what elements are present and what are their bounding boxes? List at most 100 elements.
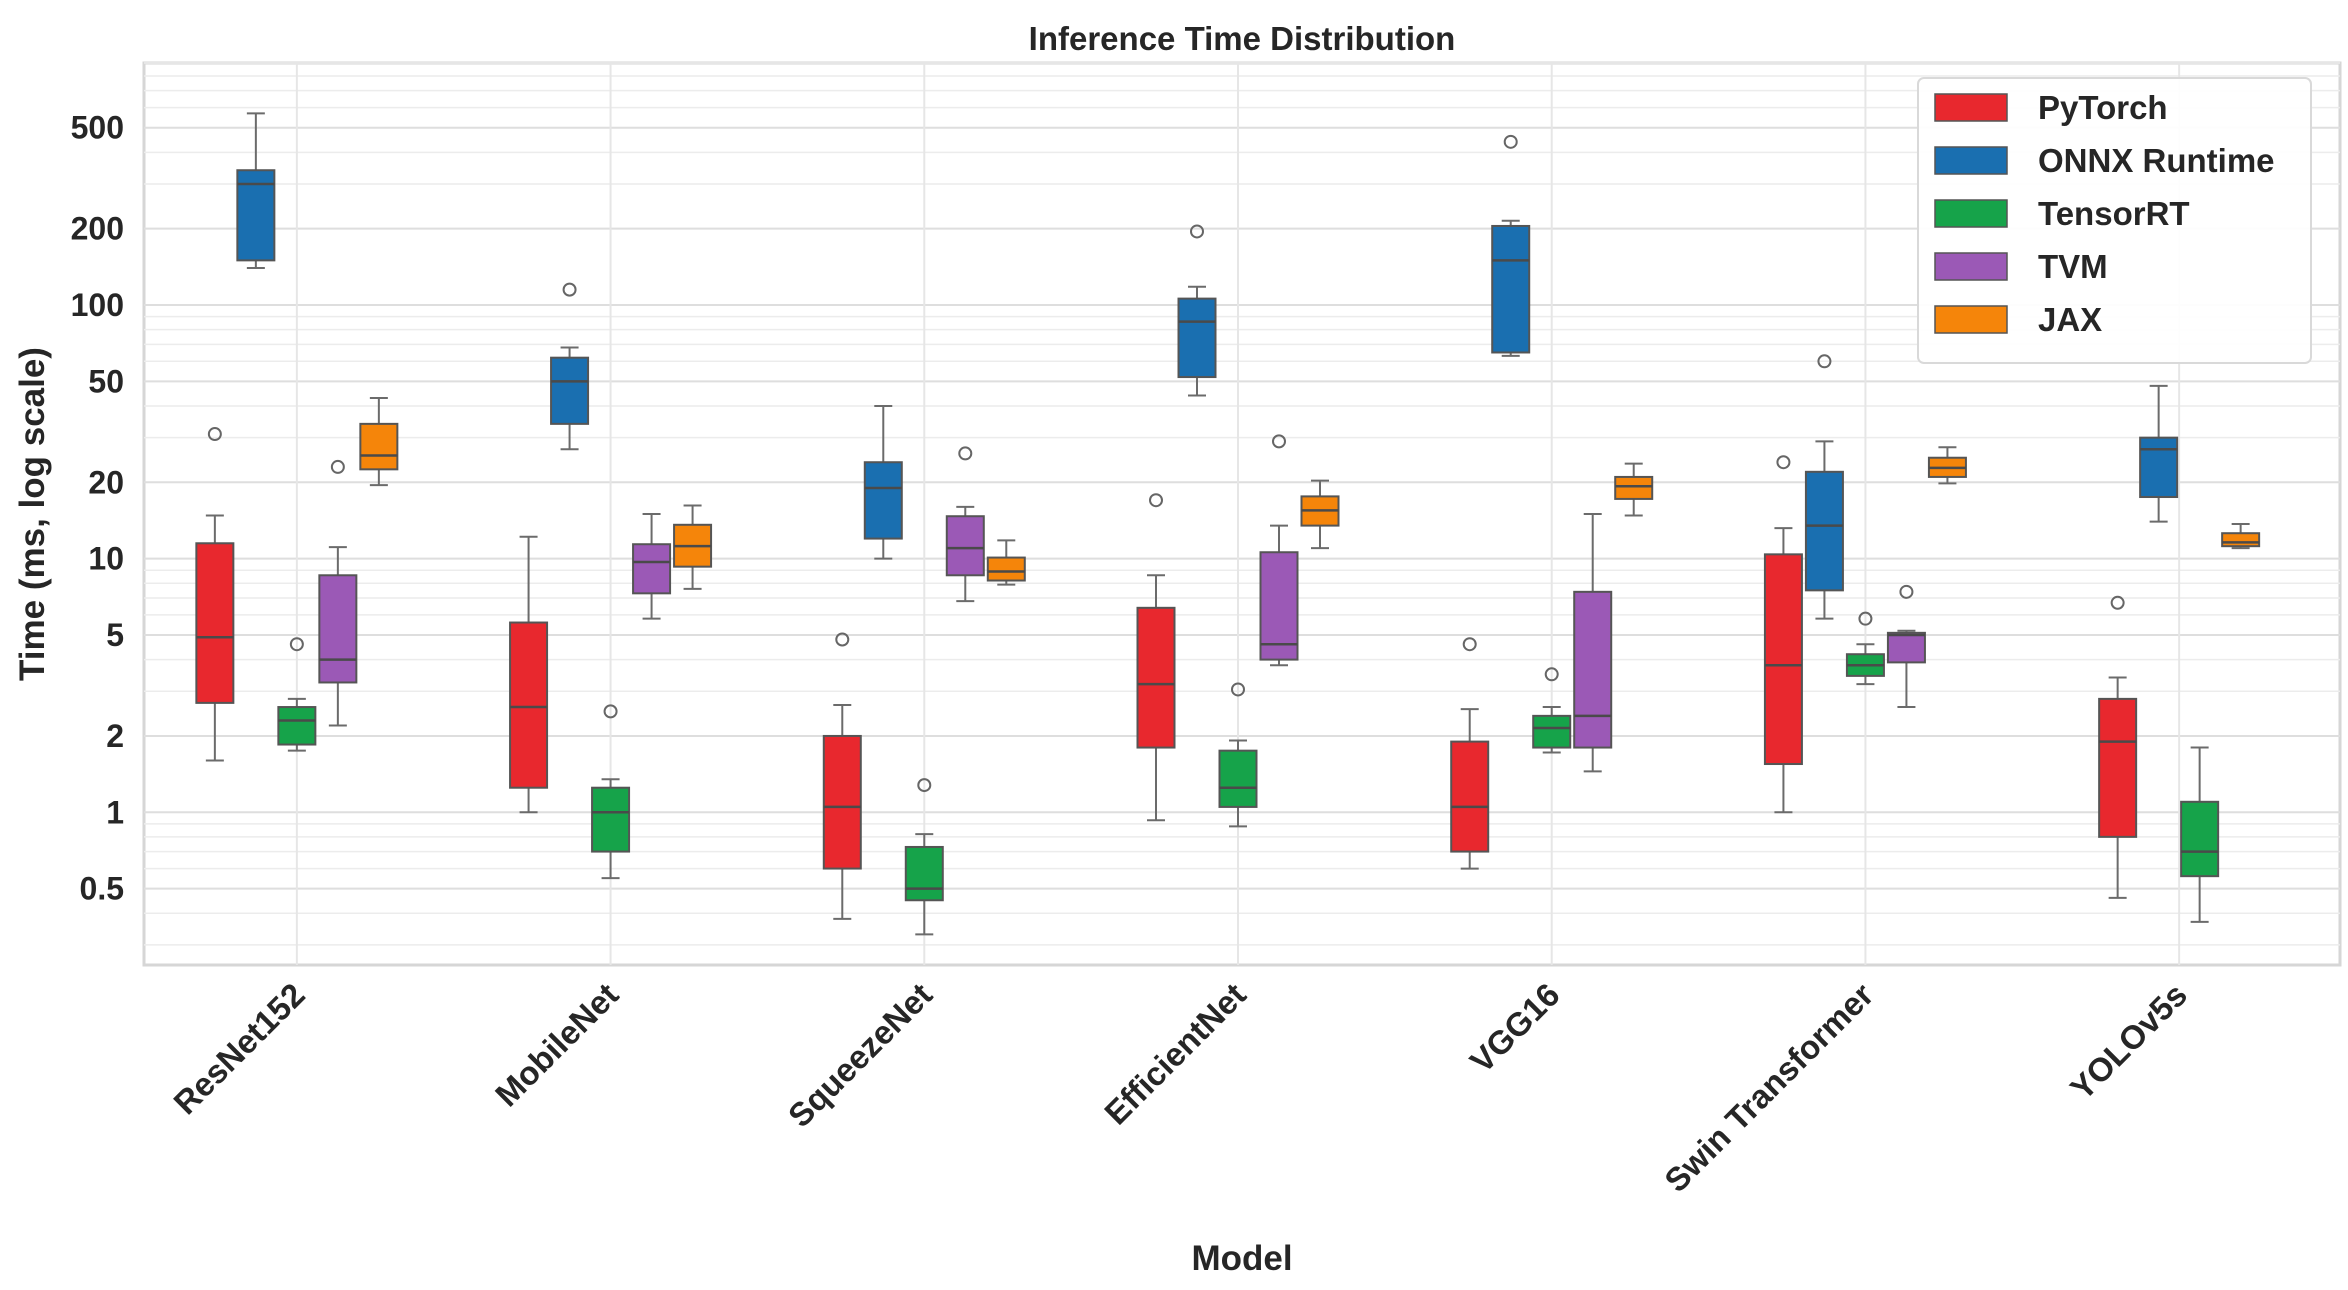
- box-tensorrt: [904, 778, 944, 936]
- iqr-box: [1136, 606, 1176, 749]
- legend-label: TVM: [2038, 248, 2108, 285]
- box-jax: [673, 504, 713, 590]
- grid-lines: [144, 62, 2340, 965]
- box-pytorch: [1763, 455, 1803, 814]
- y-tick-label: 20: [88, 464, 124, 500]
- y-axis-label: Time (ms, log scale): [13, 347, 52, 681]
- box-onnx-runtime: [550, 282, 590, 451]
- y-tick-label: 2: [106, 718, 124, 754]
- box-onnx-runtime: [2139, 384, 2179, 523]
- iqr-box: [1886, 631, 1926, 664]
- box-jax: [2221, 522, 2261, 550]
- outlier-point: [1776, 455, 1791, 470]
- outlier-point: [603, 704, 618, 719]
- x-axis-label: Model: [1191, 1239, 1292, 1278]
- outlier-point: [835, 632, 850, 647]
- legend-label: TensorRT: [2038, 195, 2190, 232]
- outlier-point: [1190, 224, 1204, 239]
- legend-box: [1917, 77, 2312, 364]
- iqr-box: [277, 706, 317, 746]
- box-onnx-runtime: [1491, 134, 1531, 357]
- iqr-box: [1177, 297, 1217, 379]
- iqr-box: [2098, 697, 2138, 838]
- category-group-mobilenet: [509, 282, 713, 880]
- iqr-box: [904, 845, 944, 902]
- iqr-box: [2180, 800, 2220, 878]
- iqr-box: [2139, 436, 2179, 499]
- legend-swatch-onnx-runtime: [1934, 146, 2008, 175]
- y-tick-label: 50: [88, 363, 124, 399]
- legend: PyTorch ONNX Runtime TensorRT TVM JAX: [1917, 77, 2312, 364]
- box-tvm: [1886, 584, 1926, 709]
- iqr-box: [591, 786, 631, 853]
- outlier-point: [289, 637, 304, 652]
- y-tick-label: 500: [71, 110, 124, 146]
- box-tensorrt: [277, 637, 317, 752]
- box-jax: [359, 396, 399, 487]
- outlier-point: [330, 459, 345, 474]
- iqr-box: [1218, 749, 1258, 808]
- iqr-box: [632, 543, 672, 595]
- box-tensorrt: [2180, 746, 2220, 923]
- category-group-swin-transformer: [1763, 354, 1967, 814]
- iqr-box: [986, 556, 1026, 582]
- iqr-box: [1763, 553, 1803, 766]
- box-tensorrt: [591, 704, 631, 880]
- box-jax: [986, 539, 1026, 586]
- box-pytorch: [1136, 493, 1176, 822]
- box-tvm: [945, 446, 985, 603]
- box-tensorrt: [1218, 682, 1258, 828]
- box-onnx-runtime: [236, 112, 276, 269]
- iqr-box: [1573, 590, 1613, 749]
- box-pytorch: [195, 427, 235, 762]
- iqr-box: [863, 461, 903, 540]
- outlier-point: [1817, 354, 1832, 369]
- box-tvm: [632, 513, 672, 620]
- y-tick-label: 0.5: [80, 871, 124, 907]
- legend-swatch-tvm: [1934, 252, 2008, 281]
- box-tensorrt: [1532, 667, 1572, 754]
- iqr-box: [195, 542, 235, 704]
- outlier-point: [207, 427, 222, 442]
- box-jax: [1927, 446, 1967, 485]
- box-tvm: [318, 459, 358, 727]
- box-tvm: [1573, 513, 1613, 773]
- box-tvm: [1259, 434, 1299, 667]
- legend-swatch-jax: [1934, 305, 2008, 334]
- outlier-point: [2110, 595, 2125, 610]
- box-tensorrt: [1845, 611, 1885, 686]
- iqr-box: [509, 621, 549, 789]
- box-onnx-runtime: [1177, 224, 1217, 397]
- iqr-box: [550, 356, 590, 425]
- outlier-point: [562, 282, 577, 297]
- outlier-point: [1503, 134, 1518, 149]
- outlier-point: [1462, 637, 1477, 652]
- iqr-box: [318, 574, 358, 684]
- iqr-box: [1259, 551, 1299, 661]
- outlier-point: [1272, 434, 1286, 449]
- category-group-efficientnet: [1136, 224, 1340, 828]
- y-tick-label: 1: [106, 794, 124, 830]
- box-pytorch: [822, 632, 862, 920]
- outlier-point: [917, 778, 932, 793]
- outlier-point: [1231, 682, 1245, 697]
- box-jax: [1300, 479, 1340, 550]
- outlier-point: [958, 446, 973, 461]
- outlier-point: [1899, 584, 1914, 599]
- iqr-box: [2221, 532, 2261, 548]
- iqr-box: [822, 734, 862, 870]
- y-axis-ticks: 0.5 1 2 5 10 20 50 100 200 500: [71, 110, 124, 907]
- legend-label: JAX: [2038, 301, 2102, 338]
- box-onnx-runtime: [1804, 354, 1844, 620]
- legend-swatch-pytorch: [1934, 93, 2008, 122]
- category-group-vgg16: [1450, 134, 1654, 870]
- iqr-box: [1532, 714, 1572, 749]
- legend-label: PyTorch: [2038, 89, 2168, 126]
- outlier-point: [1149, 493, 1163, 508]
- y-tick-label: 200: [71, 211, 124, 247]
- box-groups: [195, 112, 2261, 936]
- box-pytorch: [509, 535, 549, 814]
- y-tick-label: 5: [106, 617, 124, 653]
- iqr-box: [1804, 470, 1844, 592]
